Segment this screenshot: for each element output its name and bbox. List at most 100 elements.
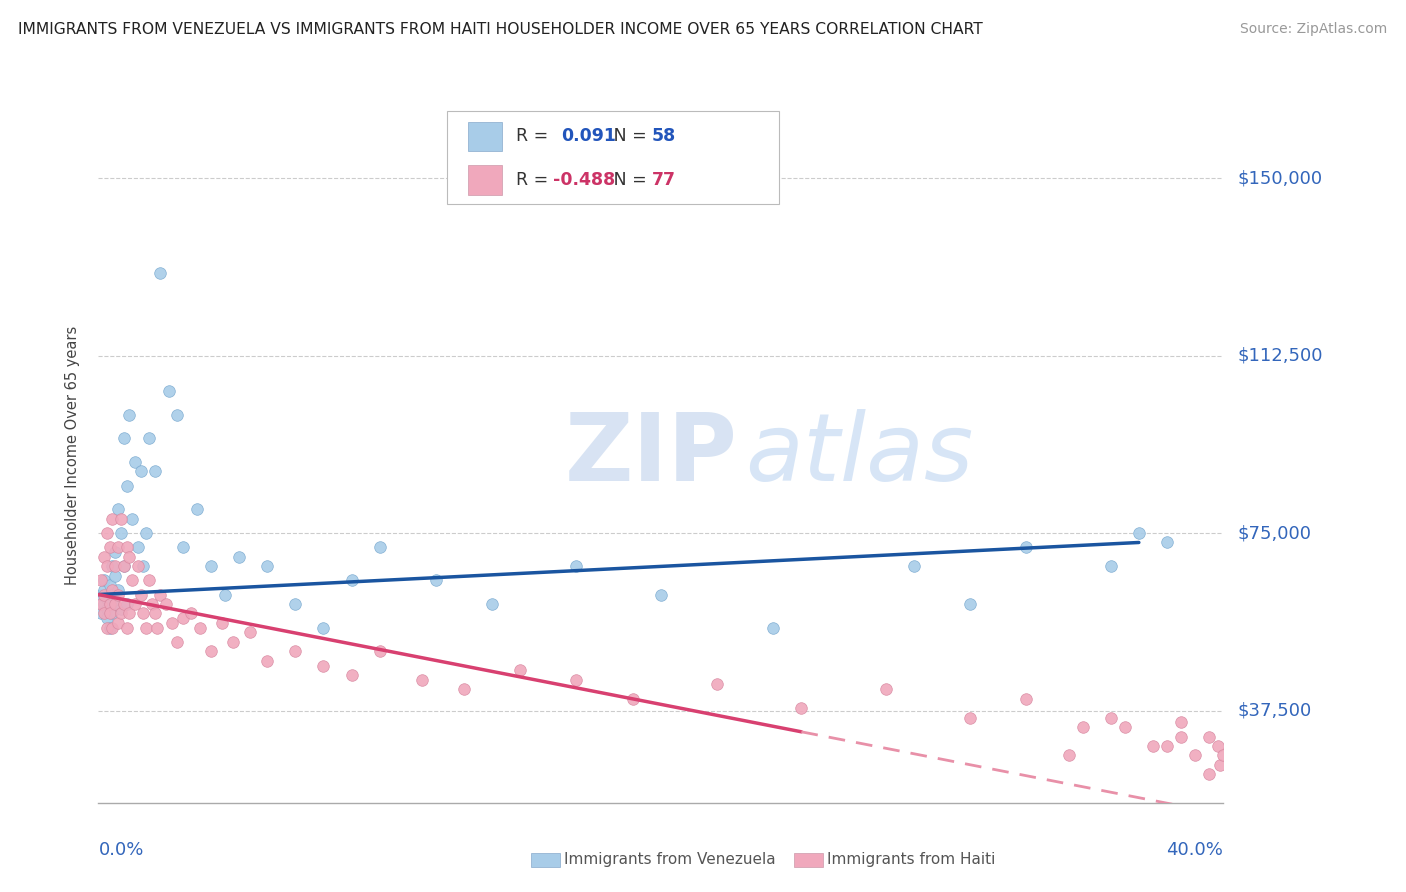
- Point: [1128, 526, 1150, 541]
- Point: [127, 540, 149, 554]
- Point: [110, 512, 132, 526]
- Text: atlas: atlas: [745, 409, 973, 500]
- Point: [101, 512, 124, 526]
- Point: [200, 559, 222, 574]
- Point: [110, 526, 132, 541]
- Text: Source: ZipAtlas.com: Source: ZipAtlas.com: [1240, 22, 1388, 37]
- Point: [98, 621, 121, 635]
- Point: [1206, 739, 1229, 753]
- Point: [112, 559, 135, 574]
- Point: [104, 568, 127, 582]
- Point: [98, 540, 121, 554]
- Point: [93, 574, 115, 588]
- Point: [188, 621, 211, 635]
- Text: -0.488: -0.488: [553, 171, 614, 189]
- Point: [155, 597, 177, 611]
- Point: [1142, 739, 1164, 753]
- Text: 0.0%: 0.0%: [98, 841, 143, 859]
- Point: [149, 266, 172, 280]
- Point: [875, 682, 897, 697]
- Point: [104, 597, 127, 611]
- Point: [98, 597, 121, 611]
- Point: [1099, 710, 1122, 724]
- Point: [368, 540, 391, 554]
- Point: [98, 597, 121, 611]
- Point: [132, 559, 155, 574]
- Point: [129, 465, 152, 479]
- FancyBboxPatch shape: [468, 121, 502, 151]
- Point: [101, 559, 124, 574]
- Point: [166, 635, 188, 649]
- FancyBboxPatch shape: [468, 166, 502, 194]
- Point: [118, 408, 141, 422]
- Point: [368, 644, 391, 658]
- Point: [115, 621, 138, 635]
- Text: $112,500: $112,500: [1237, 346, 1323, 365]
- Point: [96, 601, 118, 615]
- Point: [101, 607, 124, 621]
- Point: [124, 455, 146, 469]
- Text: R =: R =: [516, 171, 554, 189]
- Point: [96, 559, 118, 574]
- Point: [340, 668, 363, 682]
- Point: [93, 597, 115, 611]
- Point: [312, 621, 335, 635]
- Point: [1071, 720, 1094, 734]
- Point: [453, 682, 475, 697]
- Point: [1198, 730, 1220, 744]
- Point: [118, 607, 141, 621]
- Point: [90, 607, 112, 621]
- Point: [98, 607, 121, 621]
- Point: [239, 625, 262, 640]
- Point: [96, 621, 118, 635]
- Point: [115, 597, 138, 611]
- Point: [762, 621, 785, 635]
- Point: [509, 663, 531, 677]
- Point: [284, 597, 307, 611]
- Point: [107, 502, 129, 516]
- Point: [112, 431, 135, 445]
- Point: [141, 597, 163, 611]
- Point: [1114, 720, 1136, 734]
- Point: [121, 512, 143, 526]
- Point: [1156, 535, 1178, 549]
- Point: [186, 502, 208, 516]
- Point: [143, 465, 166, 479]
- Point: [172, 611, 194, 625]
- Point: [138, 574, 160, 588]
- Point: [959, 597, 981, 611]
- Text: N =: N =: [607, 171, 652, 189]
- Point: [110, 607, 132, 621]
- Text: IMMIGRANTS FROM VENEZUELA VS IMMIGRANTS FROM HAITI HOUSEHOLDER INCOME OVER 65 YE: IMMIGRANTS FROM VENEZUELA VS IMMIGRANTS …: [18, 22, 983, 37]
- Point: [112, 559, 135, 574]
- Point: [104, 559, 127, 574]
- Point: [135, 621, 157, 635]
- Point: [104, 545, 127, 559]
- Point: [101, 582, 124, 597]
- Text: Immigrants from Haiti: Immigrants from Haiti: [827, 853, 995, 867]
- Point: [107, 615, 129, 630]
- Point: [132, 607, 155, 621]
- Point: [1198, 767, 1220, 781]
- Point: [129, 588, 152, 602]
- Point: [115, 478, 138, 492]
- Text: 77: 77: [652, 171, 676, 189]
- Point: [481, 597, 503, 611]
- Point: [565, 673, 588, 687]
- Point: [115, 540, 138, 554]
- Point: [200, 644, 222, 658]
- Point: [124, 597, 146, 611]
- Point: [96, 592, 118, 607]
- Text: $150,000: $150,000: [1237, 169, 1322, 187]
- Point: [425, 574, 447, 588]
- Text: 40.0%: 40.0%: [1167, 841, 1223, 859]
- Point: [90, 597, 112, 611]
- Point: [621, 691, 644, 706]
- Point: [1099, 559, 1122, 574]
- Point: [101, 588, 124, 602]
- Point: [1015, 691, 1038, 706]
- Text: N =: N =: [607, 128, 652, 145]
- Text: $75,000: $75,000: [1237, 524, 1312, 542]
- Text: Immigrants from Venezuela: Immigrants from Venezuela: [564, 853, 776, 867]
- Point: [138, 431, 160, 445]
